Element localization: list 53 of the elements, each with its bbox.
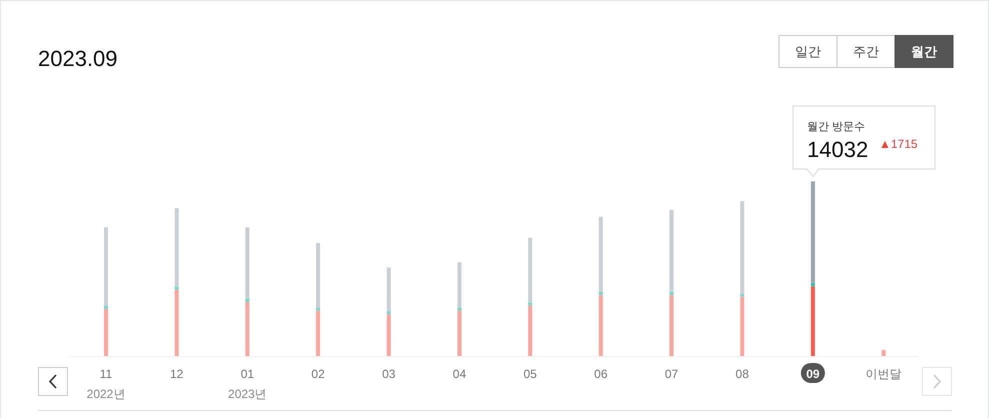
- x-tick-label: 11 2022년: [86, 367, 126, 401]
- bar: [457, 262, 462, 308]
- text: 14032: [807, 137, 868, 162]
- x-tick-label: 이번달: [866, 367, 902, 381]
- bar: [104, 227, 108, 306]
- bar: [598, 216, 603, 292]
- bar: [882, 353, 886, 356]
- bar: [104, 306, 108, 309]
- x-tick-label: 01 2023년: [228, 367, 267, 401]
- bar: [528, 238, 532, 302]
- x-tick-label: 12: [170, 367, 184, 381]
- bar: [670, 292, 674, 295]
- bar: [104, 308, 108, 356]
- x-tick-label: 09: [806, 367, 820, 381]
- text: 월간 방문수: [807, 121, 866, 133]
- bar: [670, 210, 674, 292]
- bar: [386, 267, 391, 312]
- x-tick-label: 06: [594, 367, 608, 381]
- bar: [740, 201, 744, 294]
- bar: [245, 227, 250, 299]
- bar: [528, 302, 532, 306]
- bar: [598, 294, 603, 356]
- bar: [316, 243, 320, 308]
- bar: [316, 308, 320, 311]
- bar: [245, 302, 250, 356]
- bar: [316, 310, 320, 356]
- bar: [598, 292, 603, 295]
- bar: [810, 181, 815, 283]
- x-tick-label: 05: [523, 367, 538, 381]
- bar: [810, 282, 815, 286]
- bar: [245, 298, 250, 302]
- text: 일간: [795, 44, 821, 59]
- text: ▲1715: [879, 137, 918, 151]
- bar: [457, 308, 462, 311]
- x-tick-label: 02: [311, 367, 326, 381]
- chart-title: 2023.09: [38, 46, 118, 71]
- bar: [528, 305, 532, 356]
- x-tick-label: 08: [736, 367, 750, 381]
- bar: [740, 294, 744, 297]
- bar: [386, 311, 391, 314]
- bar: [457, 310, 462, 356]
- x-tick-label: 03: [382, 367, 396, 381]
- x-tick-label: 04: [452, 367, 466, 381]
- bar: [174, 208, 179, 287]
- bar: [174, 286, 179, 290]
- bar: [386, 314, 391, 356]
- x-tick-label: 07: [664, 367, 679, 381]
- bar: [670, 294, 674, 356]
- bar: [810, 286, 815, 356]
- text: 주간: [853, 44, 879, 59]
- bar: [740, 296, 744, 356]
- bar: [174, 290, 179, 356]
- text: 월간: [911, 44, 937, 59]
